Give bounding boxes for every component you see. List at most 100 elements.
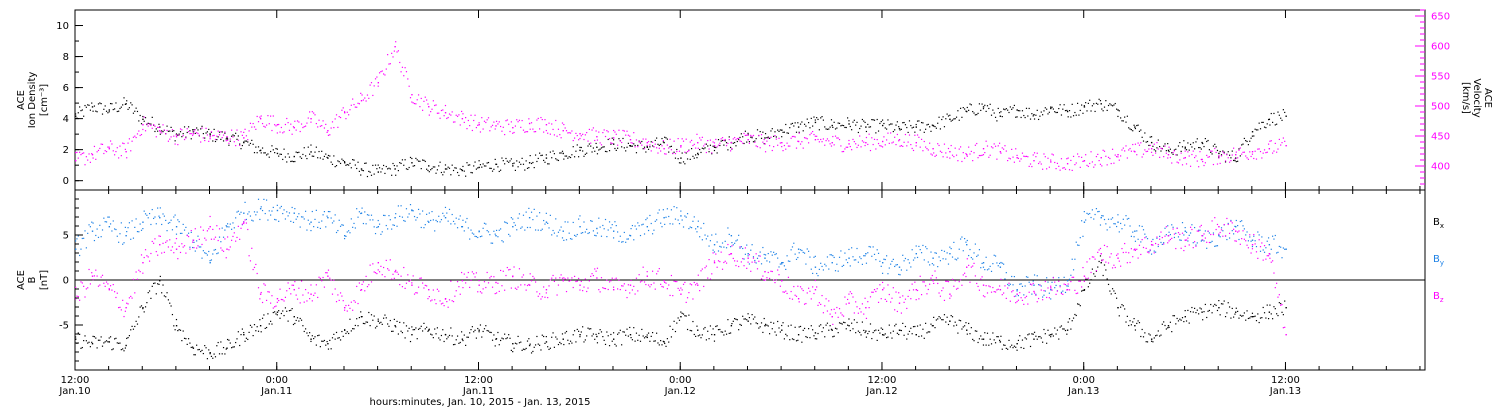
Bz-sample xyxy=(455,290,457,292)
velocity-sample xyxy=(497,123,499,125)
Bz-sample xyxy=(1129,261,1131,264)
Bz-sample xyxy=(931,274,933,277)
By-sample xyxy=(173,216,175,218)
Bz-sample xyxy=(1074,289,1076,291)
velocity-sample xyxy=(333,126,335,129)
Bz-sample xyxy=(957,287,959,289)
By-sample xyxy=(868,245,870,248)
Bx-sample xyxy=(502,338,504,340)
Bz-sample xyxy=(725,262,728,264)
By-sample xyxy=(257,198,260,200)
Bz-sample xyxy=(1122,251,1124,254)
By-sample xyxy=(1263,251,1266,253)
Bx-sample xyxy=(127,337,129,339)
density-point xyxy=(226,137,228,139)
By-sample xyxy=(690,227,693,229)
velocity-sample xyxy=(265,124,268,126)
velocity-sample xyxy=(245,135,248,137)
By-sample xyxy=(860,257,862,260)
velocity-point xyxy=(1033,160,1035,162)
velocity-sample xyxy=(127,142,129,144)
velocity-point xyxy=(999,151,1002,153)
velocity-sample xyxy=(888,142,890,144)
Bx-sample xyxy=(104,341,106,343)
By-sample xyxy=(1161,243,1163,246)
velocity-sample xyxy=(533,131,535,133)
By-point xyxy=(142,221,144,223)
Bz-sample xyxy=(958,281,960,283)
Bz-sample xyxy=(226,236,229,238)
Bz-sample xyxy=(396,271,398,273)
Bx-sample xyxy=(105,340,108,342)
density-sample xyxy=(87,104,89,106)
Bx-sample xyxy=(611,340,613,342)
Bx-sample xyxy=(510,349,512,351)
density-sample xyxy=(1172,153,1174,155)
velocity-sample xyxy=(1223,152,1225,155)
Bx-point xyxy=(596,335,598,338)
Bx-sample xyxy=(309,332,311,334)
velocity-point xyxy=(1235,154,1237,156)
density-sample xyxy=(1032,115,1034,117)
density-sample xyxy=(797,122,799,124)
Bz-sample xyxy=(434,299,436,301)
Bz-point xyxy=(831,316,833,318)
Bz-sample xyxy=(895,291,897,293)
velocity-sample xyxy=(283,131,285,133)
density-sample xyxy=(1027,115,1029,117)
density-sample xyxy=(931,124,933,126)
velocity-sample xyxy=(104,150,106,152)
velocity-sample xyxy=(239,144,241,147)
density-sample xyxy=(479,164,482,166)
density-sample xyxy=(892,130,894,133)
Bx-sample xyxy=(849,329,851,332)
Bz-sample xyxy=(904,298,907,300)
density-sample xyxy=(861,118,863,121)
By-sample xyxy=(618,240,620,243)
density-sample xyxy=(450,174,452,176)
Bz-sample xyxy=(498,290,500,292)
Bz-sample xyxy=(288,287,291,290)
velocity-sample xyxy=(1027,156,1029,158)
Bx-sample xyxy=(1168,326,1170,329)
velocity-sample xyxy=(84,164,86,166)
density-sample xyxy=(626,146,628,148)
density-sample xyxy=(887,119,889,121)
velocity-sample xyxy=(881,146,884,148)
density-sample xyxy=(391,174,393,176)
Bx-sample xyxy=(194,354,196,356)
density-sample xyxy=(1212,145,1215,147)
velocity-sample xyxy=(919,146,921,148)
velocity-sample xyxy=(300,123,303,125)
Bz-sample xyxy=(861,303,863,305)
velocity-sample xyxy=(248,130,250,132)
Bz-sample xyxy=(942,287,944,289)
density-sample xyxy=(143,120,145,122)
density-sample xyxy=(380,171,382,173)
Bx-sample xyxy=(1150,340,1153,342)
By-sample xyxy=(490,242,492,244)
By-point xyxy=(343,235,346,237)
Bz-sample xyxy=(459,293,461,295)
Bz-sample xyxy=(1278,294,1280,296)
By-sample xyxy=(338,219,340,221)
Bx-sample xyxy=(205,347,207,349)
velocity-sample xyxy=(740,140,742,143)
velocity-sample xyxy=(401,66,404,68)
density-sample xyxy=(884,127,886,129)
Bz-sample xyxy=(598,289,600,291)
velocity-point xyxy=(1066,163,1069,165)
Bx-sample xyxy=(915,334,917,336)
By-sample xyxy=(880,265,882,267)
velocity-sample xyxy=(938,144,940,147)
By-sample xyxy=(1107,218,1110,220)
Bx-sample xyxy=(1179,318,1181,320)
density-sample xyxy=(1051,106,1053,108)
legend-bx: Bx xyxy=(1433,217,1444,230)
Bz-sample xyxy=(1056,290,1059,292)
velocity-sample xyxy=(1007,159,1009,162)
By-sample xyxy=(202,250,204,252)
density-sample xyxy=(307,146,309,148)
By-sample xyxy=(1238,238,1240,241)
velocity-point xyxy=(91,154,94,156)
